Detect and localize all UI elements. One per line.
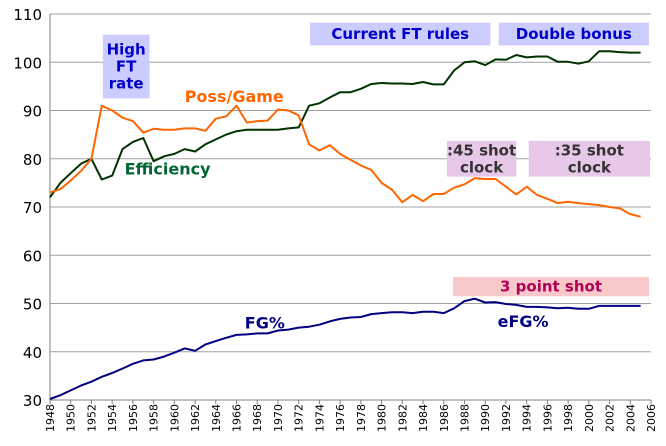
series-line-fg [49,297,641,400]
x-tick-label: 1964 [210,404,223,432]
x-tick-label: 1960 [168,404,181,432]
x-tick-label: 1952 [85,404,98,432]
annotation-label: rate [109,75,144,93]
y-tick-label: 70 [23,199,42,217]
x-tick-label: 1956 [127,404,140,432]
series-label-efficiency: Efficiency [125,160,211,179]
annotation-label: High [107,41,146,59]
x-axis-ticks: 1948 1950 1952 1954 1956 1958 1960 1962 1964 1966… [44,400,658,432]
y-tick-label: 100 [13,54,42,72]
x-tick-label: 1986 [438,404,451,432]
x-tick-label: 1954 [106,404,119,432]
y-axis-ticks: 30 40 50 60 70 80 90 100 110 [13,6,42,410]
x-tick-label: 1988 [458,404,471,432]
x-tick-label: 1972 [293,404,306,432]
x-tick-label: 2004 [624,404,637,432]
x-tick-label: 1994 [521,404,534,432]
series-line-efficiency [49,50,641,198]
x-tick-label: 1978 [355,404,368,432]
x-tick-label: 1976 [334,404,347,432]
annotation-band-3-point-shot [453,276,649,297]
y-tick-label: 50 [23,296,42,314]
x-tick-label: 1996 [541,404,554,432]
x-tick-label: 1974 [313,404,326,432]
x-tick-label: 1984 [417,404,430,432]
x-tick-label: 2002 [604,404,617,432]
annotation-label: FT [116,58,137,76]
x-tick-label: 2006 [645,404,658,432]
x-tick-label: 1982 [396,404,409,432]
series-label-poss-game: Poss/Game [185,87,284,106]
x-tick-label: 1998 [562,404,575,432]
x-tick-label: 1968 [251,404,264,432]
annotation-band-double-bonus [498,22,649,46]
series-lines [49,50,641,400]
annotation-label: clock [568,158,612,176]
x-tick-label: 1970 [272,404,285,432]
x-tick-label: 1958 [148,404,161,432]
series-label-fg: FG% [245,314,285,333]
x-tick-label: 1992 [500,404,513,432]
x-tick-label: 1962 [189,404,202,432]
annotation-label: Current FT rules [331,25,469,43]
y-tick-label: 90 [23,103,42,121]
x-tick-label: 1950 [65,404,78,432]
axes [49,14,651,401]
y-tick-label: 60 [23,247,42,265]
series-line-poss-game [49,104,641,218]
x-tick-label: 1990 [479,404,492,432]
series-label-efg: eFG% [498,312,549,331]
x-tick-label: 2000 [583,404,596,432]
annotation-band-35-shot-clock [528,140,650,177]
annotation-band-45-shot-clock [446,140,517,177]
y-tick-label: 40 [23,344,42,362]
annotation-label: clock [460,158,504,176]
annotation-band-high-ft-rate [102,34,150,99]
y-tick-label: 30 [23,392,42,410]
x-tick-label: 1948 [44,404,57,432]
annotation-label: :45 shot [447,141,516,159]
x-tick-label: 1980 [376,404,389,432]
y-tick-label: 110 [13,6,42,24]
x-tick-label: 1966 [231,404,244,432]
annotation-label: Double bonus [516,25,632,43]
y-tick-label: 80 [23,151,42,169]
annotation-label: 3 point shot [500,278,602,296]
series-labels: Poss/Game Efficiency FG% eFG% [125,87,549,333]
annotation-label: :35 shot [555,141,624,159]
annotation-band-current-ft-rules [310,22,491,46]
